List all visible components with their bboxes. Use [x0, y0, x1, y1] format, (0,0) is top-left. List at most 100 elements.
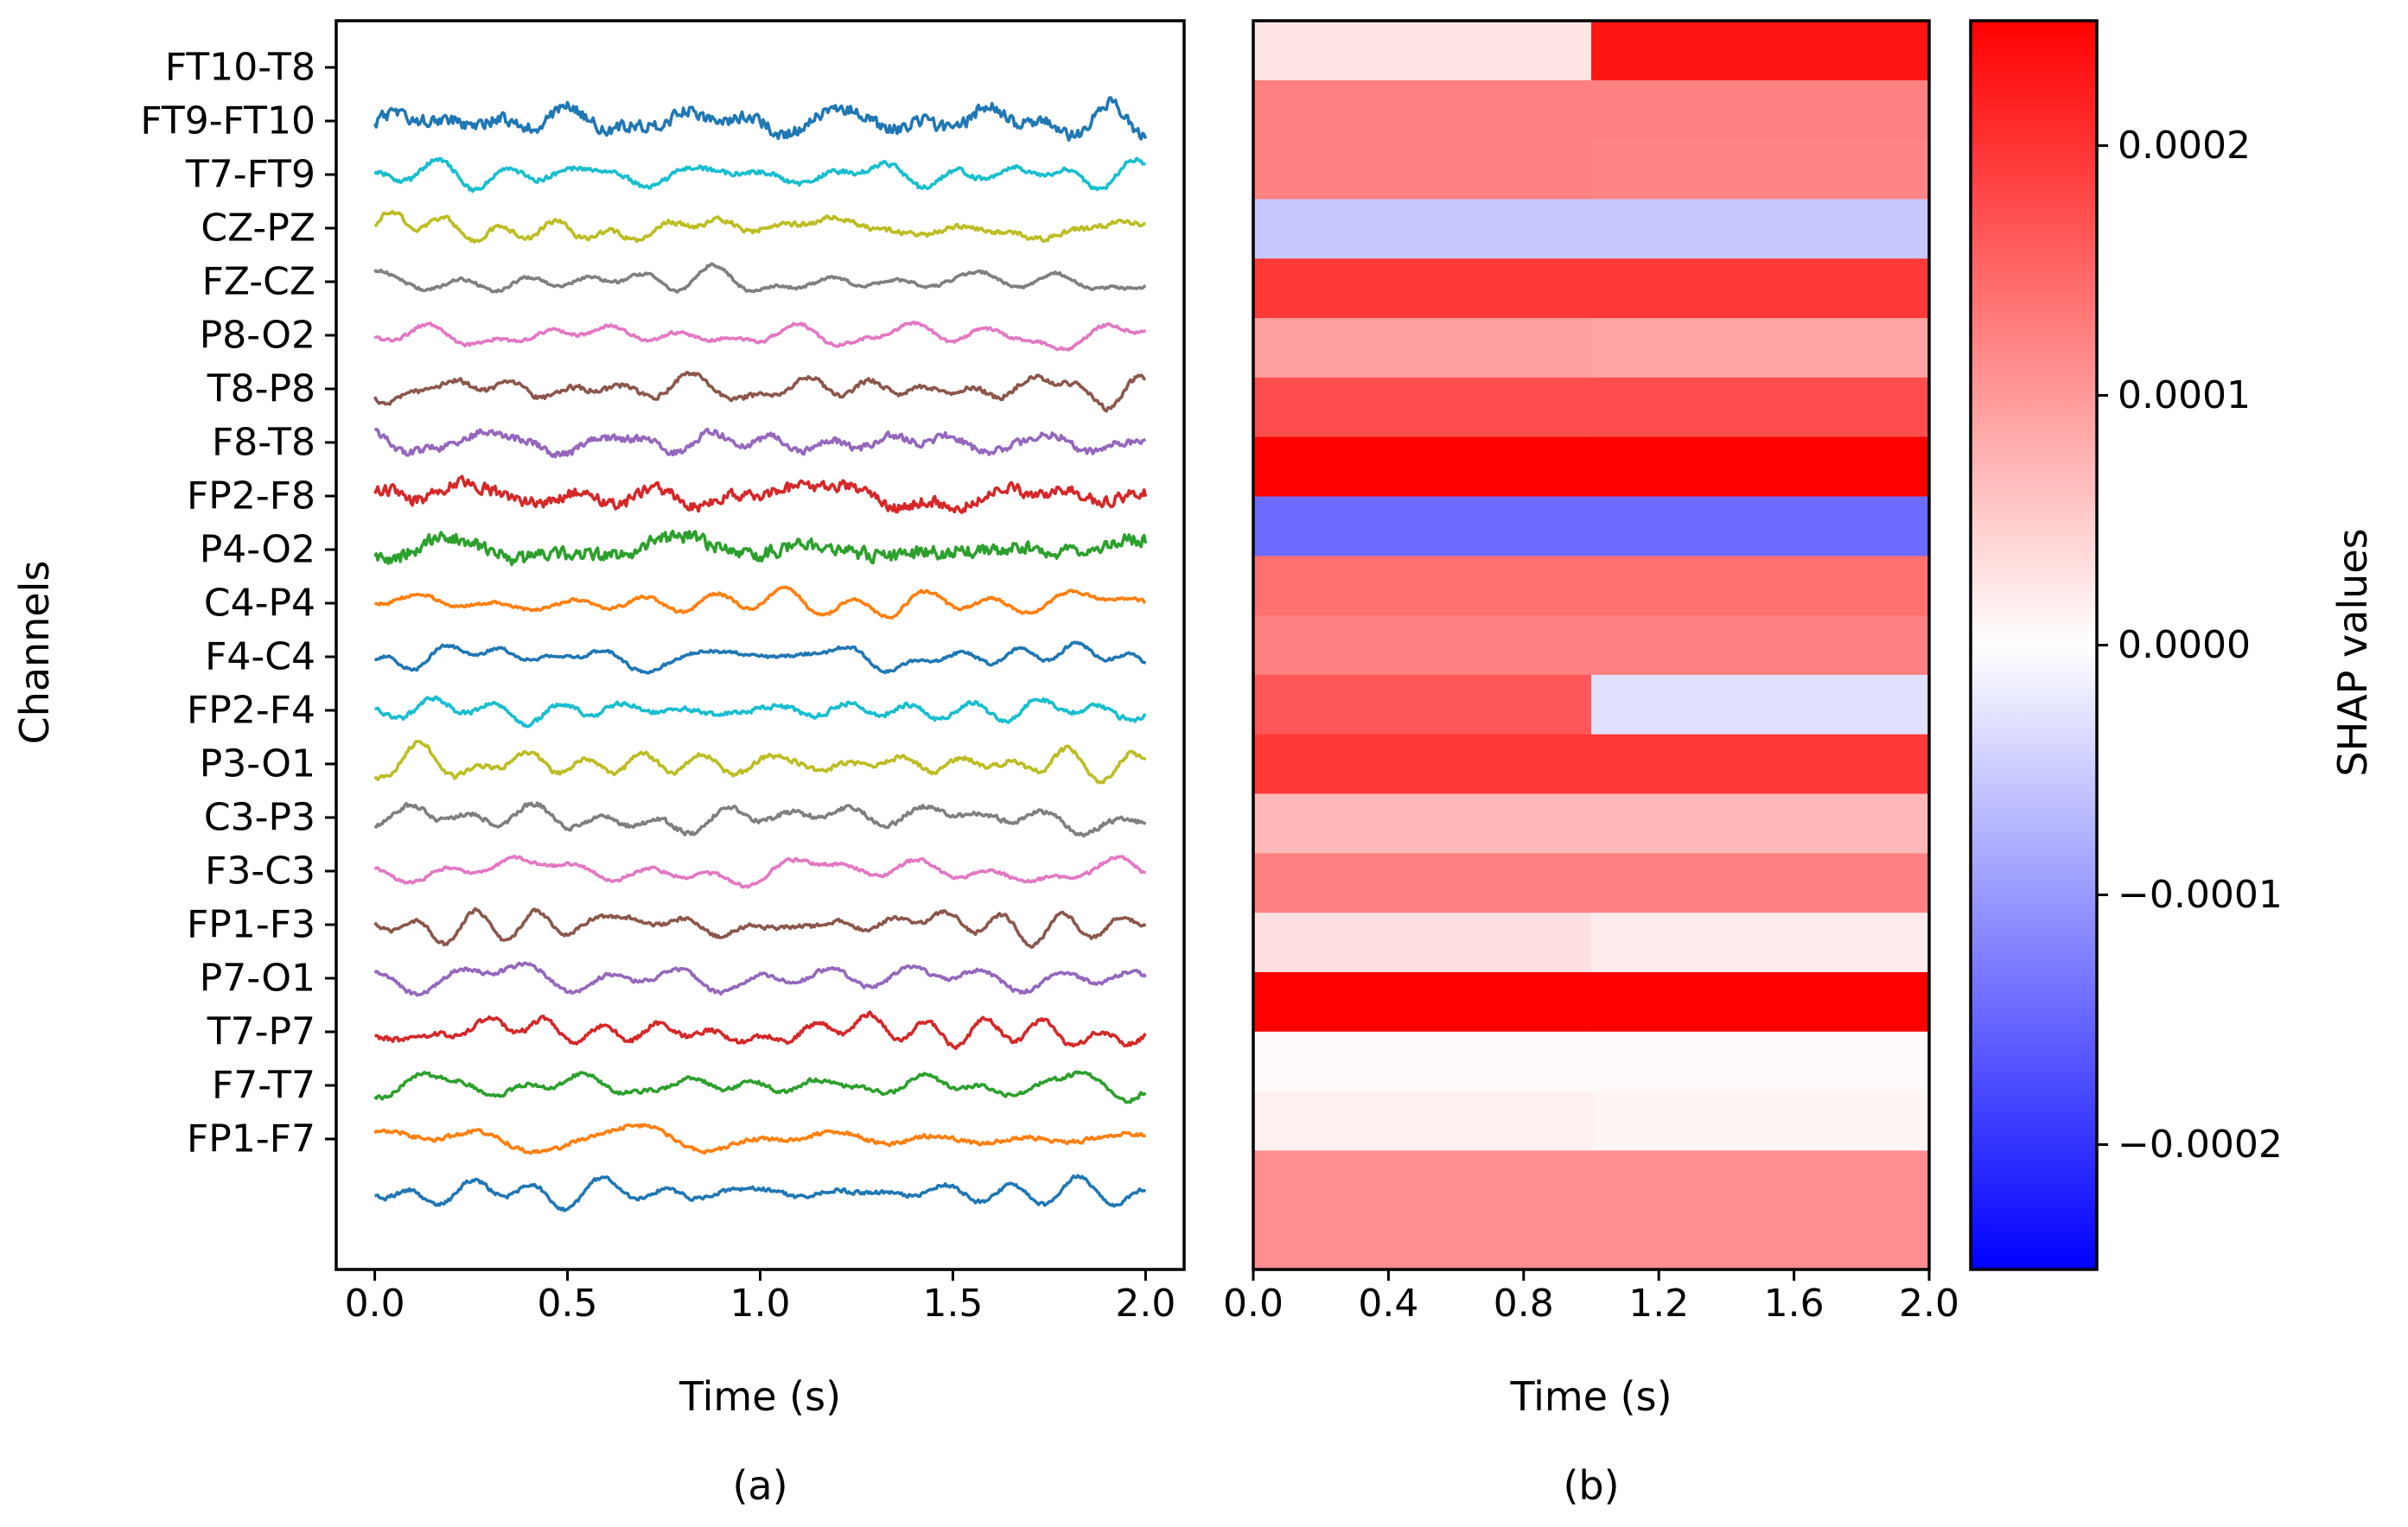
- eeg-trace-p8-o2: [373, 371, 1146, 413]
- eeg-trace-fp1-f3: [373, 961, 1147, 997]
- panel-a-eeg-traces: FT10-T8 FT9-FT10 T7-FT9 CZ-PZ FZ-CZ P8-O2 T8-P…: [11, 19, 1186, 1509]
- eeg-trace-f3-c3: [373, 907, 1147, 949]
- heatmap-cell: [1591, 971, 1930, 1033]
- heatmap-cell: [1591, 913, 1930, 973]
- heatmap-cell: [1253, 80, 1592, 141]
- eeg-trace-t7-ft9: [373, 210, 1146, 244]
- eeg-trace-c4-p4: [373, 640, 1147, 675]
- eeg-trace-ft10-t8: [373, 96, 1148, 142]
- x-tick-label: 1.2: [1628, 1282, 1689, 1326]
- panel-b-x-axis-label: Time (s): [1509, 1373, 1672, 1420]
- panel-b-frame: [1252, 19, 1931, 1271]
- heatmap-cell: [1253, 496, 1592, 557]
- eeg-trace-group: [373, 96, 1148, 1212]
- y-tick-label-t8-p8: T8-P8: [207, 367, 315, 411]
- eeg-trace-c3-p3: [373, 855, 1147, 889]
- panel-b-caption: (b): [1563, 1462, 1619, 1509]
- heatmap-cell: [1591, 793, 1930, 854]
- heatmap-cell: [1591, 853, 1930, 913]
- heatmap-cell: [1253, 674, 1592, 735]
- heatmap-cell: [1591, 1091, 1930, 1151]
- x-tick-label: 2.0: [1115, 1282, 1175, 1326]
- heatmap-cell: [1591, 377, 1930, 438]
- eeg-trace-t7-p7: [373, 1070, 1147, 1104]
- heatmap-cell: [1591, 318, 1930, 379]
- y-tick-label-p7-o1: P7-O1: [200, 957, 315, 1001]
- heatmap-cell: [1591, 556, 1930, 616]
- y-tick-label-fp1-f3: FP1-F3: [187, 903, 315, 947]
- y-tick-label-f3-c3: F3-C3: [205, 849, 315, 894]
- heatmap-cell: [1591, 80, 1930, 141]
- eeg-trace-fp1-f7: [374, 1174, 1147, 1212]
- y-tick-label-t7-ft9: T7-FT9: [185, 153, 315, 197]
- eeg-trace-p3-o1: [373, 801, 1147, 838]
- heatmap-cell: [1591, 1210, 1930, 1270]
- heatmap-cell: [1591, 674, 1930, 735]
- heatmap-cell: [1591, 436, 1930, 498]
- heatmap-cell: [1253, 318, 1592, 379]
- x-tick-label: 0.0: [345, 1282, 405, 1326]
- heatmap-cell: [1253, 556, 1592, 616]
- heatmap-cell: [1253, 734, 1592, 795]
- x-tick-label: 2.0: [1899, 1282, 1959, 1326]
- eeg-trace-cz-pz: [373, 262, 1147, 294]
- y-tick-label-f8-t8: F8-T8: [212, 421, 315, 465]
- y-tick-label-fp2-f4: FP2-F4: [187, 689, 315, 733]
- heatmap-cell: [1253, 1150, 1592, 1211]
- heatmap-cell: [1591, 734, 1930, 795]
- x-tick-label: 1.0: [730, 1282, 791, 1326]
- colorbar-tick-label: 0.0001: [2118, 373, 2251, 417]
- heatmap-cell: [1591, 615, 1930, 676]
- colorbar-tick-label: −0.0001: [2118, 873, 2283, 917]
- colorbar-tick-label: −0.0002: [2118, 1123, 2283, 1167]
- eeg-trace-fp2-f8: [373, 530, 1148, 567]
- heatmap-cell: [1253, 21, 1592, 81]
- eeg-trace-p4-o2: [374, 585, 1146, 620]
- y-tick-label-c3-p3: C3-P3: [204, 796, 315, 840]
- heatmap-cell: [1591, 1150, 1930, 1211]
- y-tick-label-ft9-ft10: FT9-FT10: [140, 99, 315, 143]
- heatmap-cell: [1591, 139, 1930, 200]
- colorbar-label: SHAP values: [2329, 528, 2376, 776]
- heatmap-cell: [1253, 1031, 1592, 1092]
- colorbar-tick-label: 0.0002: [2118, 124, 2251, 168]
- heatmap-cell: [1253, 377, 1592, 438]
- heatmap-cell: [1253, 258, 1592, 319]
- panel-a-x-axis-label: Time (s): [678, 1373, 841, 1420]
- eeg-trace-t8-p8: [373, 427, 1146, 459]
- y-tick-label-f4-c4: F4-C4: [205, 635, 315, 679]
- heatmap-cell: [1591, 1031, 1930, 1092]
- heatmap-cell: [1253, 971, 1592, 1033]
- eeg-trace-fz-cz: [373, 320, 1147, 352]
- colorbar-tick-label: 0.0000: [2118, 623, 2251, 667]
- heatmap-cell: [1253, 1210, 1592, 1270]
- eeg-trace-f8-t8: [373, 474, 1148, 514]
- shap-colorbar: 0.0002 0.0001 0.0000 −0.0001 −0.0002 SHAP val…: [1969, 19, 2376, 1271]
- heatmap-cell: [1591, 258, 1930, 319]
- y-tick-label-c4-p4: C4-P4: [204, 582, 315, 626]
- heatmap-cell: [1253, 199, 1592, 259]
- heatmap-cell: [1253, 793, 1592, 854]
- y-tick-label-fz-cz: FZ-CZ: [202, 260, 315, 304]
- y-tick-label-p4-o2: P4-O2: [200, 528, 315, 572]
- y-tick-label-f7-t7: F7-T7: [212, 1064, 315, 1108]
- heatmap-cell: [1253, 139, 1592, 200]
- x-tick-label: 0.8: [1494, 1282, 1554, 1326]
- eeg-trace-fp2-f4: [373, 740, 1147, 785]
- colorbar-bar: [1969, 19, 2099, 1271]
- eeg-trace-ft9-ft10: [373, 156, 1147, 194]
- y-tick-label-fp1-f7: FP1-F7: [187, 1117, 315, 1161]
- eeg-trace-f7-t7: [373, 1123, 1147, 1155]
- x-tick-label: 1.6: [1764, 1282, 1825, 1326]
- heatmap-cell: [1253, 853, 1592, 913]
- x-tick-label: 1.5: [922, 1282, 983, 1326]
- y-tick-label-cz-pz: CZ-PZ: [201, 207, 315, 251]
- y-tick-label-p3-o1: P3-O1: [200, 742, 315, 786]
- x-tick-label: 0.4: [1358, 1282, 1418, 1326]
- panel-b-shap-heatmap: 0.0 0.4 0.8 1.2 1.6 2.0 Time (s) (b): [1223, 19, 1959, 1509]
- panel-a-y-axis-label: Channels: [11, 561, 58, 745]
- eeg-trace-p7-o1: [374, 1010, 1147, 1051]
- heatmap-cell: [1591, 199, 1930, 259]
- heatmap-cell: [1253, 436, 1592, 498]
- y-tick-label-t7-p7: T7-P7: [207, 1010, 315, 1054]
